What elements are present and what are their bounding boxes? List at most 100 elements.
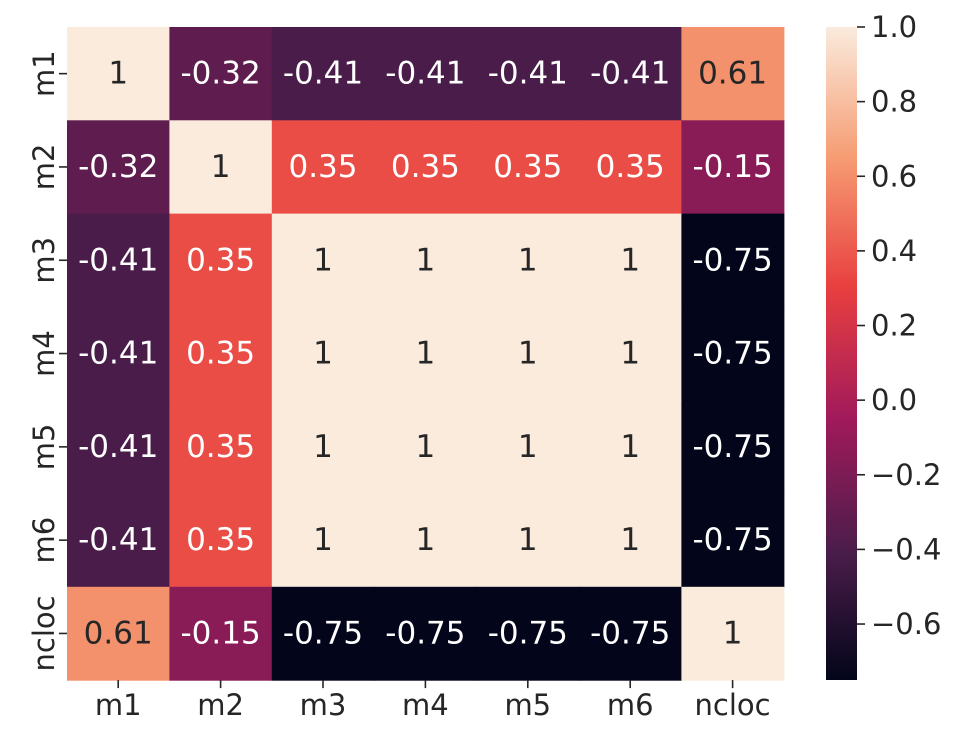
- heatmap-cell-m6-m3: [271, 493, 375, 588]
- cell-value-label: 0.61: [698, 56, 767, 92]
- heatmap-cell-m6-m4: [374, 493, 478, 588]
- cell-value-label: 1: [211, 149, 231, 185]
- colorbar-tick-label: −0.2: [871, 458, 941, 492]
- cell-value-label: -0.75: [692, 242, 772, 278]
- heatmap-cells: [67, 27, 785, 681]
- heatmap-cell-ncloc-m2: [169, 586, 273, 681]
- heatmap-cell-m1-m4: [374, 27, 478, 121]
- colorbar-gradient: [826, 27, 857, 680]
- heatmap-cell-m2-ncloc: [681, 120, 785, 215]
- cell-value-label: -0.41: [78, 336, 158, 372]
- cell-value-label: 1: [108, 56, 128, 92]
- cell-value-label: 1: [620, 336, 640, 372]
- cell-value-label: -0.32: [180, 56, 260, 92]
- heatmap-cell-m4-m5: [476, 306, 580, 401]
- cell-value-label: -0.41: [283, 56, 363, 92]
- cell-value-label: 1: [416, 429, 436, 465]
- heatmap-cell-m5-ncloc: [681, 400, 785, 495]
- cell-value-label: -0.75: [283, 615, 363, 651]
- heatmap-cell-ncloc-m4: [374, 586, 478, 681]
- cell-value-label: -0.75: [488, 615, 568, 651]
- y-tick-label-m5: m5: [27, 423, 61, 470]
- cell-value-label: -0.75: [692, 522, 772, 558]
- heatmap-cell-m3-ncloc: [681, 213, 785, 308]
- heatmap-cell-ncloc-m1: [67, 586, 170, 681]
- heatmap-cell-m6-m1: [67, 493, 170, 588]
- cell-value-label: -0.32: [78, 149, 158, 185]
- heatmap-cell-m3-m1: [67, 213, 170, 308]
- y-tick-label-m3: m3: [27, 237, 61, 284]
- heatmap-cell-m6-ncloc: [681, 493, 785, 588]
- cell-value-label: -0.75: [692, 336, 772, 372]
- cell-value-label: 1: [416, 522, 436, 558]
- cell-value-label: 1: [620, 522, 640, 558]
- cell-value-label: -0.15: [692, 149, 772, 185]
- cell-value-label: 0.35: [186, 522, 255, 558]
- heatmap-cell-m5-m1: [67, 400, 170, 495]
- cell-value-label: 1: [620, 429, 640, 465]
- cell-value-label: -0.15: [180, 615, 260, 651]
- cell-value-label: 1: [313, 522, 333, 558]
- cell-value-label: 0.35: [186, 242, 255, 278]
- heatmap-cell-m1-ncloc: [681, 27, 785, 121]
- heatmap-cell-m5-m5: [476, 400, 580, 495]
- heatmap-cell-m5-m4: [374, 400, 478, 495]
- colorbar-tick-label: 0.6: [871, 159, 917, 193]
- heatmap-cell-ncloc-m5: [476, 586, 580, 681]
- heatmap-cell-m1-m2: [169, 27, 273, 121]
- heatmap-cell-m5-m2: [169, 400, 273, 495]
- heatmap-cell-m5-m3: [271, 400, 375, 495]
- colorbar: 1.0 0.8 0.6 0.4 0.2 0.0 −0.2 −0.4 −0.6: [826, 10, 941, 680]
- heatmap-cell-m3-m4: [374, 213, 478, 308]
- x-tick-label-m6: m6: [607, 688, 654, 722]
- x-tick-label-ncloc: ncloc: [695, 688, 771, 722]
- heatmap-cell-labels: 1 -0.32 -0.41 -0.41 -0.41 -0.41 0.61 -0.32 1 0.35…: [78, 56, 773, 652]
- cell-value-label: 1: [518, 336, 538, 372]
- cell-value-label: 0.61: [84, 615, 153, 651]
- cell-value-label: 0.35: [288, 149, 357, 185]
- cell-value-label: -0.41: [590, 56, 670, 92]
- cell-value-label: 0.35: [186, 429, 255, 465]
- heatmap-cell-m6-m2: [169, 493, 273, 588]
- y-tick-label-m1: m1: [27, 50, 61, 97]
- y-tick-label-m6: m6: [27, 517, 61, 564]
- x-tick-label-m1: m1: [95, 688, 142, 722]
- y-tick-label-m4: m4: [27, 330, 61, 377]
- colorbar-tick-label: 0.0: [871, 383, 917, 417]
- cell-value-label: -0.41: [78, 242, 158, 278]
- y-tick-label-m2: m2: [27, 144, 61, 191]
- heatmap-cell-m6-m5: [476, 493, 580, 588]
- heatmap-cell-m2-m5: [476, 120, 580, 215]
- heatmap-cell-ncloc-m6: [579, 586, 682, 681]
- cell-value-label: 1: [518, 429, 538, 465]
- colorbar-tick-label: −0.6: [871, 607, 941, 641]
- heatmap-cell-ncloc-m3: [271, 586, 375, 681]
- heatmap-cell-m1-m3: [271, 27, 375, 121]
- heatmap-cell-m3-m2: [169, 213, 273, 308]
- y-tick-label-ncloc: ncloc: [27, 595, 61, 671]
- colorbar-tick-label: 1.0: [871, 10, 917, 44]
- heatmap-cell-m2-m3: [271, 120, 375, 215]
- cell-value-label: 1: [723, 615, 743, 651]
- cell-value-label: -0.41: [78, 429, 158, 465]
- x-tick-label-m5: m5: [504, 688, 551, 722]
- cell-value-label: 1: [416, 242, 436, 278]
- heatmap-cell-m3-m6: [579, 213, 682, 308]
- heatmap-cell-m4-m3: [271, 306, 375, 401]
- heatmap-cell-m4-m4: [374, 306, 478, 401]
- x-tick-label-m2: m2: [197, 688, 244, 722]
- cell-value-label: 0.35: [596, 149, 665, 185]
- cell-value-label: 0.35: [391, 149, 460, 185]
- x-tick-label-m4: m4: [402, 688, 449, 722]
- cell-value-label: 0.35: [186, 336, 255, 372]
- heatmap-cell-m1-m1: [67, 27, 170, 121]
- cell-value-label: -0.75: [692, 429, 772, 465]
- cell-value-label: -0.75: [385, 615, 465, 651]
- heatmap-cell-m3-m5: [476, 213, 580, 308]
- cell-value-label: 1: [416, 336, 436, 372]
- heatmap-cell-m2-m2: [169, 120, 273, 215]
- cell-value-label: -0.41: [385, 56, 465, 92]
- cell-value-label: -0.41: [488, 56, 568, 92]
- cell-value-label: 1: [313, 429, 333, 465]
- heatmap-cell-m4-m6: [579, 306, 682, 401]
